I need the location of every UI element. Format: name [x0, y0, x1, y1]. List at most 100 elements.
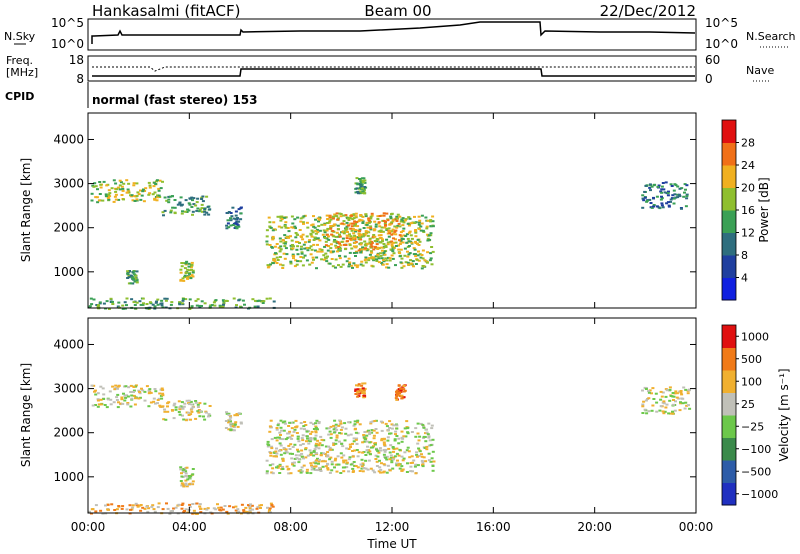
heatmap-cell	[684, 205, 688, 208]
heatmap-cell	[317, 458, 321, 461]
heatmap-cell	[394, 238, 397, 241]
heatmap-cell	[134, 384, 138, 387]
heatmap-cell	[174, 408, 178, 411]
heatmap-cell	[195, 502, 199, 505]
heatmap-cell	[167, 401, 171, 404]
heatmap-cell	[430, 457, 434, 460]
heatmap-cell	[265, 472, 269, 475]
heatmap-cell	[401, 217, 405, 220]
heatmap-cell	[275, 466, 278, 469]
heatmap-cell	[127, 182, 131, 185]
heatmap-cell	[381, 238, 384, 241]
heatmap-cell	[641, 405, 645, 408]
heatmap-cell	[317, 462, 320, 465]
heatmap-cell	[399, 261, 403, 264]
heatmap-cell	[153, 402, 157, 405]
heatmap-cell	[180, 504, 184, 506]
heatmap-cell	[259, 507, 262, 509]
heatmap-cell	[304, 424, 308, 426]
heatmap-cell	[177, 411, 181, 413]
heatmap-cell	[411, 461, 414, 464]
heatmap-cell	[647, 390, 650, 393]
heatmap-cell	[325, 229, 329, 232]
heatmap-cell	[223, 505, 227, 507]
heatmap-cell	[179, 268, 183, 271]
heatmap-cell	[155, 300, 158, 303]
heatmap-cell	[399, 235, 403, 238]
heatmap-cell	[412, 265, 415, 268]
heatmap-cell	[395, 452, 399, 455]
heatmap-cell	[113, 195, 117, 198]
heatmap-cell	[267, 444, 271, 447]
heatmap-cell	[380, 429, 384, 432]
heatmap-cell	[279, 437, 283, 440]
heatmap-cell	[675, 392, 679, 395]
heatmap-cell	[323, 235, 326, 238]
heatmap-cell	[275, 452, 279, 455]
heatmap-cell	[359, 214, 363, 216]
heatmap-cell	[309, 245, 313, 248]
heatmap-cell	[424, 432, 427, 435]
heatmap-cell	[273, 253, 277, 256]
heatmap-cell	[155, 179, 159, 182]
heatmap-cell	[187, 399, 191, 402]
heatmap-cell	[290, 434, 294, 437]
heatmap-cell	[400, 455, 404, 458]
heatmap-cell	[297, 469, 301, 472]
heatmap-cell	[90, 192, 94, 195]
heatmap-cell	[365, 440, 369, 443]
heatmap-cell	[412, 459, 416, 462]
heatmap-cell	[110, 503, 114, 506]
heatmap-cell	[300, 437, 304, 440]
heatmap-cell	[345, 237, 349, 240]
heatmap-cell	[281, 264, 285, 267]
heatmap-cell	[370, 431, 374, 434]
heatmap-cell	[116, 406, 120, 409]
heatmap-cell	[394, 430, 398, 433]
heatmap-cell	[112, 179, 116, 182]
colorbar-segment	[722, 142, 736, 166]
heatmap-cell	[293, 461, 296, 464]
heatmap-cell	[214, 299, 218, 302]
heatmap-cell	[341, 230, 345, 233]
heatmap-cell	[409, 465, 413, 468]
heatmap-cell	[361, 215, 365, 218]
time-xlabel: Time UT	[366, 537, 417, 551]
heatmap-cell	[185, 260, 189, 263]
heatmap-cell	[184, 199, 188, 202]
heatmap-cell	[375, 238, 379, 240]
heatmap-cell	[301, 233, 305, 236]
colorbar-segment	[722, 347, 736, 371]
heatmap-cell	[374, 225, 378, 228]
heatmap-cell	[266, 506, 269, 509]
heatmap-cell	[412, 247, 416, 250]
heatmap-cell	[112, 200, 116, 203]
heatmap-cell	[338, 254, 342, 257]
heatmap-cell	[293, 225, 297, 228]
heatmap-cell	[237, 510, 241, 513]
heatmap-cell	[184, 470, 188, 473]
heatmap-cell	[134, 274, 138, 277]
heatmap-cell	[403, 254, 407, 257]
heatmap-cell	[431, 438, 435, 441]
heatmap-cell	[293, 443, 297, 446]
heatmap-cell	[356, 384, 360, 387]
heatmap-cell	[402, 265, 406, 268]
freq-label: Freq.	[6, 54, 33, 67]
heatmap-cell	[355, 177, 359, 180]
heatmap-cell	[145, 385, 149, 388]
heatmap-cell	[268, 464, 272, 467]
heatmap-cell	[291, 253, 295, 256]
heatmap-cell	[386, 241, 390, 244]
heatmap-cell	[189, 197, 192, 200]
heatmap-cell	[427, 444, 431, 447]
heatmap-cell	[642, 400, 646, 403]
heatmap-cell	[652, 196, 655, 199]
heatmap-cell	[235, 227, 239, 230]
heatmap-cell	[261, 302, 265, 304]
heatmap-cell	[169, 211, 173, 214]
heatmap-cell	[305, 246, 309, 249]
heatmap-cell	[374, 223, 378, 226]
heatmap-cell	[414, 435, 418, 438]
